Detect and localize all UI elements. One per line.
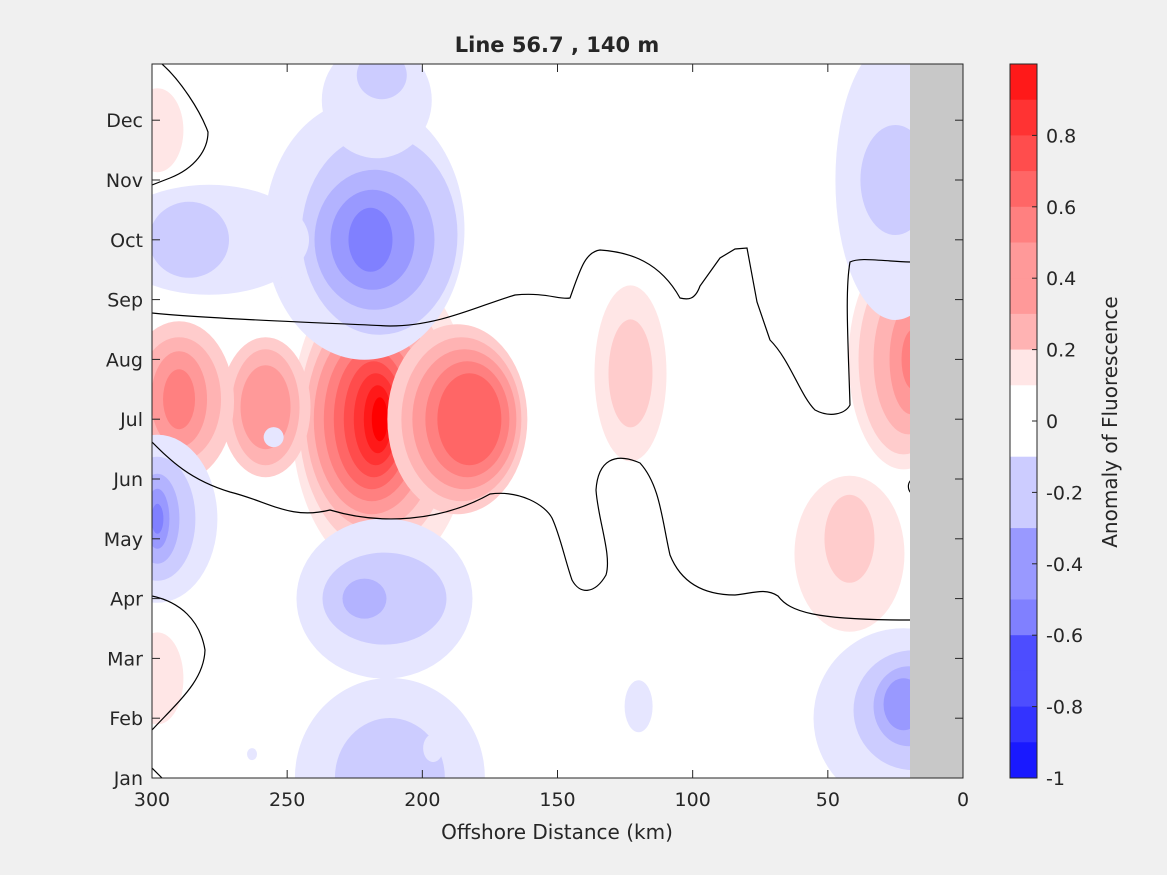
y-tick-label: May (104, 529, 143, 551)
colorbar-segment (1010, 64, 1037, 101)
x-tick-label: 50 (816, 789, 840, 811)
chart-title: Line 56.7 , 140 m (455, 33, 660, 57)
colorbar-segment (1010, 492, 1037, 529)
colorbar-tick-label: -1 (1046, 768, 1065, 790)
colorbar-segment (1010, 313, 1037, 351)
zero-contour-jan (152, 767, 163, 778)
colorbar-tick-label: 0 (1046, 411, 1058, 433)
y-tick-label: Apr (110, 589, 143, 611)
x-tick-label: 100 (675, 789, 711, 811)
colorbar-segment (1010, 563, 1037, 600)
contour-level (152, 503, 164, 534)
colorbar-tick-label: -0.6 (1046, 625, 1083, 647)
contour-blob (152, 184, 310, 295)
contour-blob (296, 518, 473, 679)
contour-level (356, 64, 407, 100)
contour-level (334, 718, 445, 778)
colorbar: 0.8 0.6 0.4 0.2 0 -0.2 -0.4 -0.6 -0.8 -1 (1009, 63, 1083, 790)
colorbar-tick-label: -0.2 (1046, 482, 1083, 504)
contour-level (437, 373, 502, 466)
contour-blob (152, 632, 184, 725)
contour-level (152, 88, 184, 173)
contour-level (152, 201, 230, 278)
contour-blob (594, 285, 667, 462)
contour-blob (794, 475, 905, 632)
contour-blob (423, 734, 444, 763)
contour-blob (152, 321, 235, 482)
y-tick-label: Jan (113, 768, 143, 790)
contour-blob (152, 88, 184, 173)
contour-level (321, 64, 432, 159)
colorbar-segment (1010, 135, 1037, 172)
no-data-region (910, 64, 963, 778)
zero-contour-lines (152, 64, 912, 778)
colorbar-segment (1010, 278, 1037, 315)
contour-blob (294, 678, 485, 778)
colorbar-tick-label: 0.2 (1046, 340, 1076, 362)
colorbar-segment (1010, 421, 1037, 458)
zero-contour-spring (152, 441, 911, 621)
contour-blob (813, 628, 963, 778)
contour-level (342, 578, 387, 619)
x-tick-label: 250 (269, 789, 305, 811)
colorbar-tick-label: -0.8 (1046, 697, 1083, 719)
y-axis: Jan Feb Mar Apr May Jun Jul Aug Sep Oct Nov Dec (104, 110, 963, 790)
contour-level (824, 494, 875, 583)
y-tick-label: Jun (112, 469, 143, 491)
x-tick-label: 200 (404, 789, 440, 811)
colorbar-label: Anomaly of Fluorescence (1098, 296, 1122, 547)
contour-level (348, 207, 393, 272)
x-axis-label: Offshore Distance (km) (441, 820, 673, 844)
contour-level (152, 632, 184, 725)
zero-contour-mar (152, 595, 206, 731)
y-tick-label: Aug (106, 349, 143, 371)
colorbar-segment (1010, 385, 1037, 422)
x-axis: 300 250 200 150 100 50 0 (134, 64, 969, 811)
colorbar-segment (1010, 599, 1037, 636)
y-tick-label: Sep (107, 290, 143, 312)
y-tick-label: Oct (110, 230, 143, 252)
zero-contour-dec (152, 64, 209, 186)
y-tick-label: Nov (106, 170, 143, 192)
colorbar-segment (1010, 742, 1037, 779)
colorbar-segment (1010, 456, 1037, 493)
contour-blob (624, 680, 653, 733)
colorbar-segment (1010, 99, 1037, 136)
x-tick-label: 0 (957, 789, 969, 811)
colorbar-segment (1010, 349, 1037, 386)
colorbar-segment (1010, 171, 1037, 208)
contour-blob (321, 64, 432, 159)
x-tick-label: 300 (134, 789, 170, 811)
colorbar-segment (1010, 670, 1037, 708)
contour-blob (220, 337, 311, 478)
colorbar-segment (1010, 706, 1037, 743)
contour-blob (247, 748, 258, 761)
colorbar-tick-label: 0.6 (1046, 197, 1076, 219)
contour-level (608, 319, 653, 428)
colorbar-tick-label: 0.4 (1046, 268, 1076, 290)
contour-blob (264, 99, 465, 360)
contour-blob (152, 434, 218, 603)
contour-fills (152, 64, 963, 778)
colorbar-segment (1010, 528, 1037, 565)
colorbar-segment (1010, 206, 1037, 243)
contour-level (371, 397, 388, 442)
contour-blob (387, 324, 528, 515)
y-tick-label: Mar (107, 648, 143, 670)
y-tick-label: Feb (109, 708, 143, 730)
contour-level (163, 369, 196, 430)
x-tick-label: 150 (539, 789, 575, 811)
colorbar-segment (1010, 635, 1037, 672)
colorbar-segment (1010, 242, 1037, 279)
contour-blob (263, 427, 284, 448)
colorbar-tick-label: 0.8 (1046, 125, 1076, 147)
colorbar-tick-label: -0.4 (1046, 554, 1083, 576)
zero-contour-summer (152, 247, 911, 415)
y-tick-label: Jul (119, 409, 143, 431)
y-tick-label: Dec (106, 110, 143, 132)
